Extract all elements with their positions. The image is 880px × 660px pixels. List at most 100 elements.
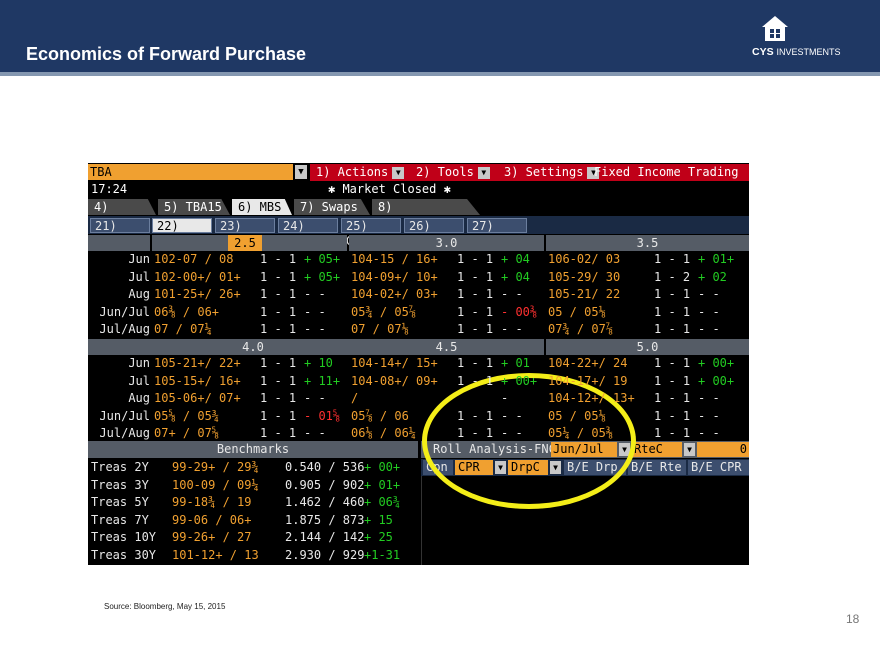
menu-fixed-income[interactable]: Fixed Income Trading [594,165,739,179]
net-change: + 11+ [304,373,341,388]
benchmark-name[interactable]: Treas 5Y [91,495,149,510]
bid-ask-price[interactable]: / [351,391,359,405]
coupon-2-5-selected[interactable]: 2.5 [228,235,262,251]
benchmark-name[interactable]: Treas 10Y [91,530,157,545]
bid-ask-price[interactable]: 07 / 07⅛ [351,322,409,336]
benchmark-name[interactable]: Treas 7Y [91,512,149,527]
menu-tools-label: 2) Tools [416,165,474,179]
benchmark-change: + 00+ [364,460,401,474]
menu-settings-label: 3) Settings [504,165,584,179]
benchmark-name[interactable]: Treas 30Y [91,548,157,562]
size: 1 - 1 [457,269,494,284]
header-band [0,0,880,72]
row-label: Jul [128,269,150,284]
size: 1 - 1 [457,287,494,301]
bid-ask-price[interactable]: 105-29/ 30 [548,269,621,284]
bid-ask-price[interactable]: 104-08+/ 09+ [351,373,438,388]
size: 1 - 1 [654,391,691,405]
bid-ask-price[interactable]: 05 / 05⅛ [548,408,606,423]
size: 1 - 1 [654,304,691,319]
benchmark-yield: 2.930 / 929 [285,548,365,562]
tab-tba30[interactable]: 4) TBA30 [88,199,156,215]
benchmark-change: + 01+ [364,477,401,492]
col-be-cpr[interactable]: B/E CPR [688,460,749,475]
bid-ask-price[interactable]: 05¼ / 05⅜ [548,426,614,440]
size: 1 - 1 [654,322,691,336]
net-change: + 01 [501,356,530,370]
bid-ask-price[interactable]: 05¾ / 05⅞ [351,304,417,319]
tab-fn15[interactable]: 22) FN15 [152,218,212,248]
benchmark-name[interactable]: Treas 2Y [91,460,149,474]
menu-tools[interactable]: 2) Tools ▼ [416,164,490,181]
bid-ask-price[interactable]: 104-17+/ 19 [548,373,628,388]
bid-ask-price[interactable]: 105-06+/ 07+ [154,391,241,405]
benchmark-price: 99-29+ / 29¾ [172,460,259,474]
bid-ask-price[interactable]: 106-02/ 03 [548,252,621,266]
net-change: - - [501,322,523,336]
bid-ask-price[interactable]: 104-02+/ 03+ [351,287,438,301]
benchmark-yield: 0.905 / 902 [285,477,365,492]
benchmark-name[interactable]: Treas 3Y [91,477,149,492]
tab-gd30[interactable]: 23) GD30 [215,218,275,248]
bid-ask-price[interactable]: 06⅛ / 06¼ [351,426,417,440]
tab-mbs[interactable]: 6) MBS [232,199,292,215]
logo-investments: INVESTMENTS [776,47,841,57]
logo-cys: CYS [752,46,774,58]
net-change: + 01+ [698,252,735,266]
col-be-rte[interactable]: B/E Rte [628,460,686,475]
size: 1 - 1 [260,391,297,405]
tab-gn30[interactable]: 25) GN30 [341,218,401,248]
bid-ask-price[interactable]: 05 / 05⅛ [548,304,606,319]
net-change: - - [304,426,326,440]
bid-ask-price[interactable]: 07 / 07¼ [154,322,212,336]
menu-settings[interactable]: 3) Settings ▼ [504,164,600,181]
bid-ask-price[interactable]: 102-07 / 08 [154,252,234,266]
tab-gn15[interactable]: 26) GN15 [404,218,464,248]
tab-gnii[interactable]: 27) GNII [467,218,527,248]
benchmark-yield: 0.540 / 536 [285,460,365,474]
tab-swaps[interactable]: 7) Swaps [294,199,370,215]
net-change: - - [304,391,326,405]
net-change: - - [698,426,720,440]
bid-ask-price[interactable]: 07+ / 07⅝ [154,426,220,440]
chevron-down-icon[interactable]: ▼ [684,443,695,456]
benchmark-yield: 1.875 / 873 [285,512,365,527]
roll-value-field[interactable]: 0 [697,442,749,457]
net-change: + 00+ [698,373,735,388]
benchmark-change: + 25 [364,530,393,545]
chevron-down-icon: ▼ [477,166,490,179]
coupon-band-5-0: 5.0 [546,339,749,355]
size: 1 - 1 [260,252,297,266]
bid-ask-price[interactable]: 104-12+/ 13+ [548,391,635,405]
size: 1 - 1 [457,426,494,440]
roll-metric-field[interactable]: RteC [632,442,682,457]
bid-ask-price[interactable]: 104-14+/ 15+ [351,356,438,370]
bid-ask-price[interactable]: 07¾ / 07⅞ [548,322,614,336]
bid-ask-price[interactable]: 105-21+/ 22+ [154,356,241,370]
menu-actions[interactable]: 1) Actions ▼ [316,164,405,181]
bid-ask-price[interactable]: 102-00+/ 01+ [154,269,241,284]
tab-fn30[interactable]: 21) FN30 [90,218,150,248]
benchmark-price: 100-09 / 09¼ [172,477,259,492]
security-dropdown-icon[interactable]: ▼ [295,165,307,179]
bid-ask-price[interactable]: 104-09+/ 10+ [351,269,438,284]
coupon-band-4-5: 4.5 [349,339,544,355]
net-change: + 04 [501,269,530,284]
highlight-circle [422,373,636,509]
net-change: - - [501,287,523,301]
bid-ask-price[interactable]: 05⅝ / 05¾ [154,408,220,423]
security-field[interactable]: TBA [88,164,293,180]
size: 1 - 1 [457,356,494,370]
tab-gd15[interactable]: 24) GD15 [278,218,338,248]
bid-ask-price[interactable]: 105-21/ 22 [548,287,621,301]
bid-ask-price[interactable]: 101-25+/ 26+ [154,287,241,301]
bid-ask-price[interactable]: 06⅜ / 06+ [154,304,220,319]
size: 1 - 1 [654,408,691,423]
size: 1 - 1 [457,304,494,319]
bid-ask-price[interactable]: 104-15 / 16+ [351,252,438,266]
bid-ask-price[interactable]: 105-15+/ 16+ [154,373,241,388]
tab-tba15[interactable]: 5) TBA15 [158,199,230,215]
bid-ask-price[interactable]: 05⅞ / 06 [351,408,409,423]
bid-ask-price[interactable]: 104-22+/ 24 [548,356,628,370]
tab-butterflies[interactable]: 8) Butterflies [372,199,480,215]
